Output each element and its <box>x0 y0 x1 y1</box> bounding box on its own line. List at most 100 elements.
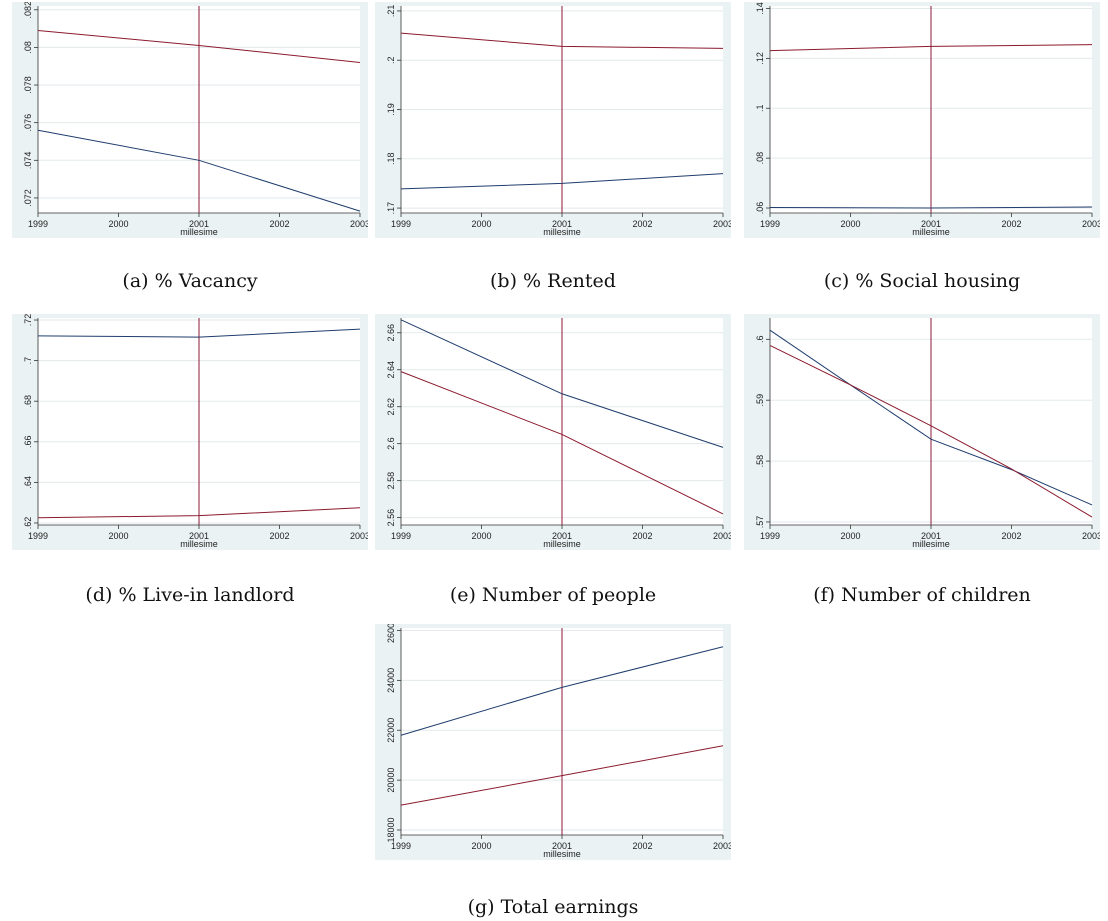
x-tick-label: 2002 <box>632 841 652 851</box>
y-tick-label: .64 <box>23 476 33 489</box>
y-tick-label: .078 <box>23 76 33 94</box>
y-tick-label: 26000 <box>386 624 396 643</box>
panel-total-earnings: 18000 20000 22000 24000 26000 1999 2000 2001 200… <box>375 624 731 918</box>
x-tick-label: 2001 <box>552 531 572 541</box>
panel-rented: .17 .18 .19 .2 .21 1999 2000 2001 2002 2003 milles… <box>375 2 731 292</box>
chart-number-of-people: 2.56 2.58 2.6 2.62 2.64 2.66 1999 2000 2001 2002 2… <box>375 314 731 550</box>
chart-rented: .17 .18 .19 .2 .21 1999 2000 2001 2002 2003 milles… <box>375 2 731 238</box>
x-tick-label: 2001 <box>552 841 572 851</box>
y-tick-label: .08 <box>23 41 33 54</box>
chart-vacancy: .072 .074 .076 .078 .08 .082 1999 2000 2001 2002 2… <box>12 2 368 238</box>
y-tick-label: 24000 <box>386 668 396 693</box>
x-tick-label: 2001 <box>189 531 209 541</box>
caption-vacancy: (a) % Vacancy <box>122 270 258 292</box>
y-tick-label: .082 <box>23 2 33 19</box>
y-tick-label: .6 <box>755 336 765 344</box>
series-line <box>400 32 724 49</box>
x-tick-label: 2000 <box>108 219 128 229</box>
x-tick-label: 2000 <box>840 219 860 229</box>
caption-social-housing: (c) % Social housing <box>823 270 1021 292</box>
panel-number-of-children: .57 .58 .59 .6 1999 2000 2001 2002 2003 millesime… <box>744 314 1100 606</box>
chart-number-of-children: .57 .58 .59 .6 1999 2000 2001 2002 2003 millesime <box>744 314 1100 550</box>
series-line <box>769 344 1093 518</box>
series-line <box>400 173 724 190</box>
y-tick-label: 2.66 <box>386 324 396 342</box>
x-axis-title: millesime <box>543 227 581 237</box>
y-tick-label: .12 <box>755 52 765 65</box>
series-line <box>769 329 1093 506</box>
y-tick-label: .1 <box>755 104 765 112</box>
caption-live-in-landlord: (d) % Live-in landlord <box>85 584 295 606</box>
y-tick-label: .7 <box>23 357 33 365</box>
series-line <box>400 319 724 448</box>
x-tick-label: 2003 <box>350 531 368 541</box>
chart-live-in-landlord: .62 .64 .66 .68 .7 .72 1999 2000 2001 2002 2003 mil… <box>12 314 368 550</box>
y-tick-label: .17 <box>386 202 396 215</box>
y-tick-label: .076 <box>23 114 33 132</box>
series-line <box>400 371 724 515</box>
x-axis-title: millesime <box>912 227 950 237</box>
panel-social-housing: .06 .08 .1 .12 .14 1999 2000 2001 2002 2003 milles… <box>744 2 1100 292</box>
y-tick-label: .59 <box>755 394 765 407</box>
y-tick-label: .2 <box>386 56 396 64</box>
y-tick-label: 2.56 <box>386 509 396 527</box>
y-tick-label: 2.64 <box>386 361 396 379</box>
y-tick-label: .18 <box>386 153 396 166</box>
chart-total-earnings: 18000 20000 22000 24000 26000 1999 2000 2001 200… <box>375 624 731 860</box>
x-axis-title: millesime <box>180 539 218 549</box>
x-tick-label: 2003 <box>1082 531 1100 541</box>
y-tick-label: 2.6 <box>386 437 396 450</box>
x-tick-label: 2002 <box>269 219 289 229</box>
series-line <box>400 646 724 736</box>
series-line <box>37 29 361 63</box>
x-tick-label: 2003 <box>713 219 731 229</box>
x-tick-label: 2000 <box>108 531 128 541</box>
chart-social-housing: .06 .08 .1 .12 .14 1999 2000 2001 2002 2003 milles… <box>744 2 1100 238</box>
x-tick-label: 2003 <box>1082 219 1100 229</box>
x-tick-label: 2001 <box>921 531 941 541</box>
x-tick-label: 2002 <box>269 531 289 541</box>
y-tick-label: .19 <box>386 103 396 116</box>
x-tick-label: 1999 <box>391 219 411 229</box>
x-tick-label: 2003 <box>713 841 731 851</box>
y-tick-label: 20000 <box>386 768 396 793</box>
x-axis-title: millesime <box>912 539 950 549</box>
y-tick-label: .21 <box>386 5 396 18</box>
x-tick-label: 2002 <box>1001 219 1021 229</box>
x-tick-label: 1999 <box>391 531 411 541</box>
series-line <box>37 129 361 212</box>
y-tick-label: .57 <box>755 516 765 529</box>
x-tick-label: 2002 <box>632 219 652 229</box>
y-tick-label: 2.62 <box>386 398 396 416</box>
y-tick-label: 18000 <box>386 817 396 842</box>
panel-live-in-landlord: .62 .64 .66 .68 .7 .72 1999 2000 2001 2002 2003 mil… <box>12 314 368 606</box>
caption-number-of-people: (e) Number of people <box>449 584 657 606</box>
x-tick-label: 2003 <box>713 531 731 541</box>
y-tick-label: .06 <box>755 202 765 215</box>
x-tick-label: 2000 <box>840 531 860 541</box>
x-axis-title: millesime <box>543 539 581 549</box>
x-tick-label: 1999 <box>28 219 48 229</box>
series-line <box>37 328 361 338</box>
x-tick-label: 2001 <box>552 219 572 229</box>
y-tick-label: .14 <box>755 2 765 15</box>
series-line <box>37 507 361 519</box>
x-tick-label: 2001 <box>189 219 209 229</box>
y-tick-label: .58 <box>755 455 765 468</box>
y-tick-label: .62 <box>23 517 33 530</box>
x-tick-label: 1999 <box>760 531 780 541</box>
x-tick-label: 2000 <box>471 841 491 851</box>
series-line <box>400 745 724 806</box>
caption-number-of-children: (f) Number of children <box>813 584 1031 606</box>
series-line <box>769 44 1093 52</box>
x-axis-title: millesime <box>543 849 581 859</box>
x-tick-label: 2002 <box>632 531 652 541</box>
y-tick-label: .68 <box>23 395 33 408</box>
x-tick-label: 2003 <box>350 219 368 229</box>
x-tick-label: 1999 <box>760 219 780 229</box>
y-tick-label: .072 <box>23 189 33 207</box>
x-tick-label: 2002 <box>1001 531 1021 541</box>
y-tick-label: .66 <box>23 436 33 449</box>
panel-vacancy: .072 .074 .076 .078 .08 .082 1999 2000 2001 2002 2… <box>12 2 368 292</box>
x-tick-label: 1999 <box>28 531 48 541</box>
